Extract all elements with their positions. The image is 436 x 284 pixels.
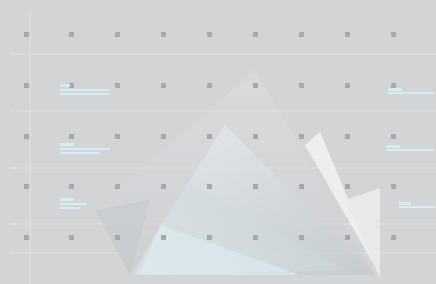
dot — [24, 32, 29, 37]
text-bar — [60, 148, 110, 150]
text-bar — [399, 202, 411, 205]
dot — [299, 83, 304, 88]
dot — [161, 134, 166, 139]
dot — [391, 235, 396, 240]
text-bar — [60, 198, 74, 201]
dot — [345, 134, 350, 139]
dot — [253, 134, 258, 139]
text-bar — [60, 152, 100, 154]
dot — [115, 32, 120, 37]
dot — [345, 184, 350, 189]
dot — [391, 83, 396, 88]
dot — [207, 134, 212, 139]
text-bar — [60, 143, 74, 146]
dot — [115, 184, 120, 189]
abstract-graphic — [0, 0, 436, 284]
text-bar — [386, 149, 434, 151]
dot — [115, 235, 120, 240]
text-bar — [60, 89, 110, 91]
text-bar — [60, 93, 110, 95]
dot — [24, 235, 29, 240]
dot — [253, 184, 258, 189]
dot — [391, 32, 396, 37]
dot — [161, 235, 166, 240]
dot — [253, 32, 258, 37]
dot — [299, 134, 304, 139]
dot — [69, 184, 74, 189]
dot — [161, 83, 166, 88]
dot — [69, 134, 74, 139]
dot — [69, 235, 74, 240]
dot — [207, 235, 212, 240]
dot — [69, 32, 74, 37]
dot — [345, 83, 350, 88]
text-bar — [388, 88, 402, 91]
dot — [115, 83, 120, 88]
dot — [391, 184, 396, 189]
text-bar — [388, 92, 434, 94]
dot — [24, 184, 29, 189]
text-bar — [386, 145, 400, 148]
dot — [345, 235, 350, 240]
dot — [207, 184, 212, 189]
text-bar — [60, 203, 86, 205]
text-bar — [60, 207, 80, 209]
dot — [299, 32, 304, 37]
dot — [345, 32, 350, 37]
text-bar — [399, 206, 435, 208]
dot — [207, 83, 212, 88]
dot — [161, 184, 166, 189]
dot — [115, 134, 120, 139]
dot — [391, 134, 396, 139]
dot — [161, 32, 166, 37]
text-bar — [60, 84, 70, 87]
dot — [253, 83, 258, 88]
dot — [207, 32, 212, 37]
dot — [24, 83, 29, 88]
dot — [24, 134, 29, 139]
dot — [253, 235, 258, 240]
page: (() => { const data = JSON.parse(documen… — [0, 0, 436, 284]
dot — [299, 184, 304, 189]
dot — [299, 235, 304, 240]
